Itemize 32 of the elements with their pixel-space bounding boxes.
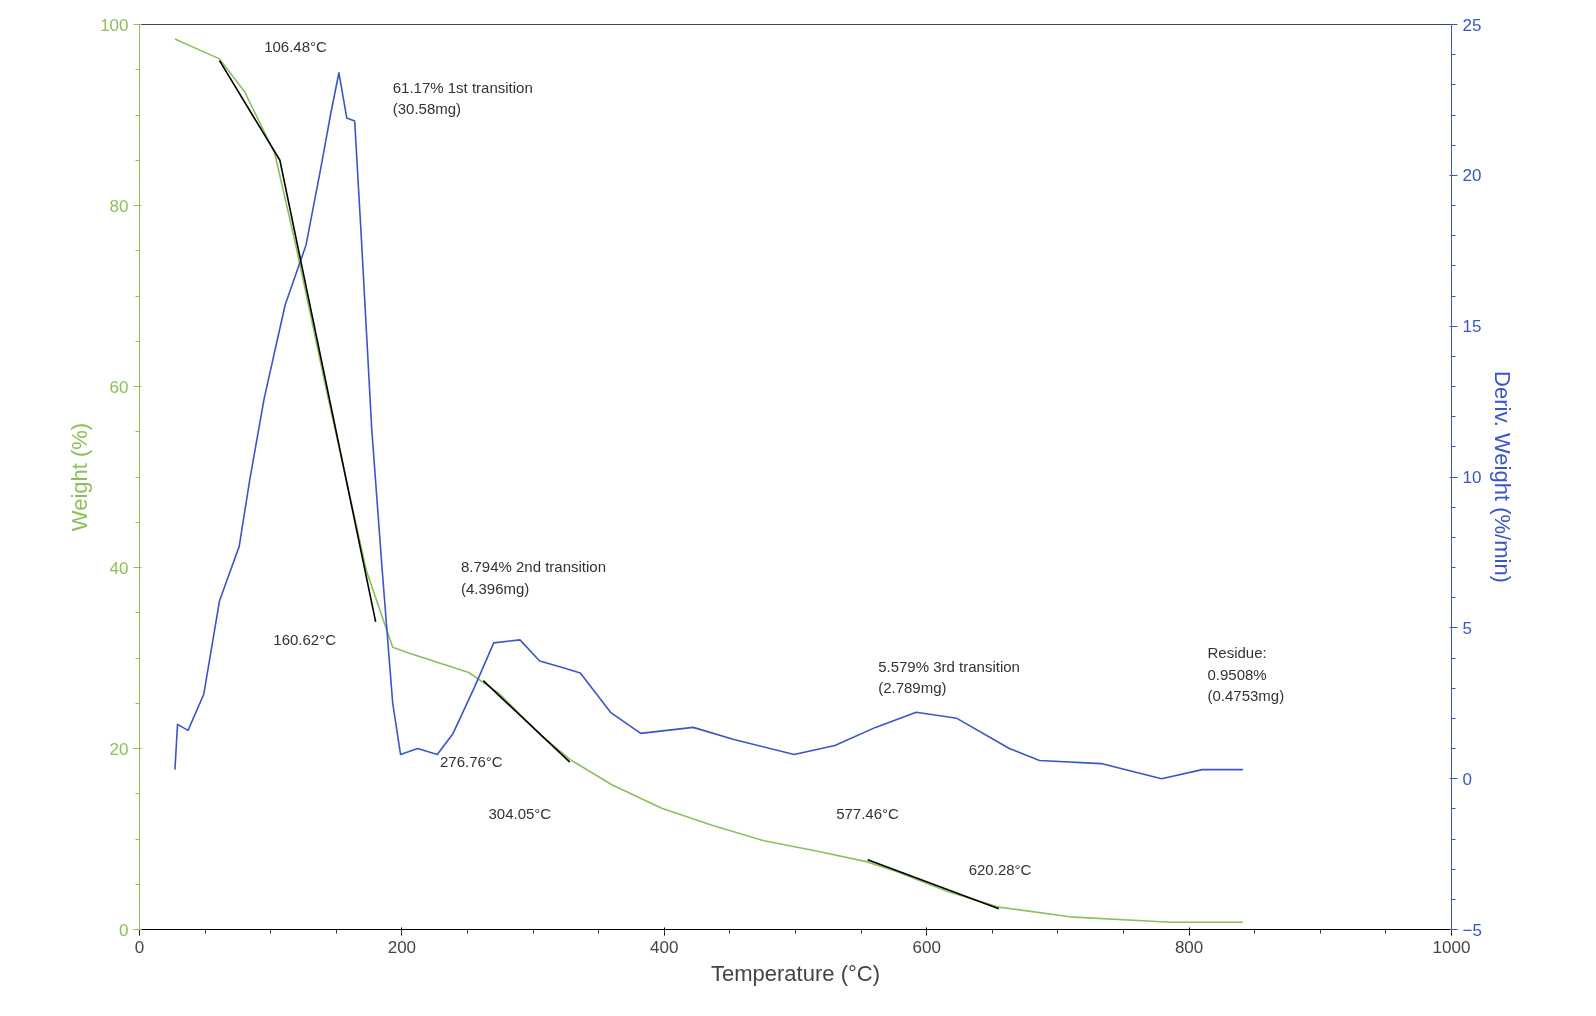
y-tick-label: 40 (109, 558, 129, 578)
x-tick-label: 800 (1174, 937, 1204, 957)
y-tick-label: 60 (109, 377, 129, 397)
y2-tick-label: 10 (1462, 468, 1482, 487)
y2-tick-label: −5 (1462, 920, 1482, 940)
annotation: 620.28°C (968, 860, 1032, 878)
x-tick-label: 0 (134, 937, 145, 957)
y2-tick-label: 25 (1462, 15, 1482, 35)
y-axis-title: Weight (%) (67, 422, 93, 532)
y-tick-label: 100 (100, 15, 129, 35)
x-tick-label: 200 (387, 937, 417, 957)
x-tick-label: 600 (912, 937, 941, 957)
y-tick-label: 80 (109, 196, 129, 216)
x-tick-label: 400 (650, 937, 679, 957)
y2-tick-label: 15 (1462, 317, 1482, 337)
annotation: 8.794% 2nd transition (4.396mg) (460, 558, 607, 597)
y2-axis-title: Deriv. Weight (%/min) (1489, 371, 1515, 583)
x-axis-title: Temperature (°C) (711, 960, 880, 986)
x-tick-label: 1000 (1432, 937, 1471, 957)
annotation: 106.48°C (264, 38, 328, 56)
annotation: 577.46°C (836, 804, 900, 822)
annotation: 160.62°C (273, 630, 337, 648)
annotation: 304.05°C (488, 804, 552, 822)
annotation: 276.76°C (439, 753, 503, 771)
y2-tick-label: 5 (1462, 618, 1472, 638)
y-tick-label: 0 (119, 920, 129, 940)
y2-tick-label: 0 (1462, 769, 1472, 789)
annotation: 5.579% 3rd transition (2.789mg) (878, 658, 1020, 697)
y2-tick-label: 20 (1462, 166, 1482, 186)
annotation: 61.17% 1st transition (30.58mg) (392, 78, 533, 118)
y-tick-label: 20 (109, 739, 129, 759)
annotation: Residue: 0.9508% (0.4753mg) (1207, 644, 1285, 704)
